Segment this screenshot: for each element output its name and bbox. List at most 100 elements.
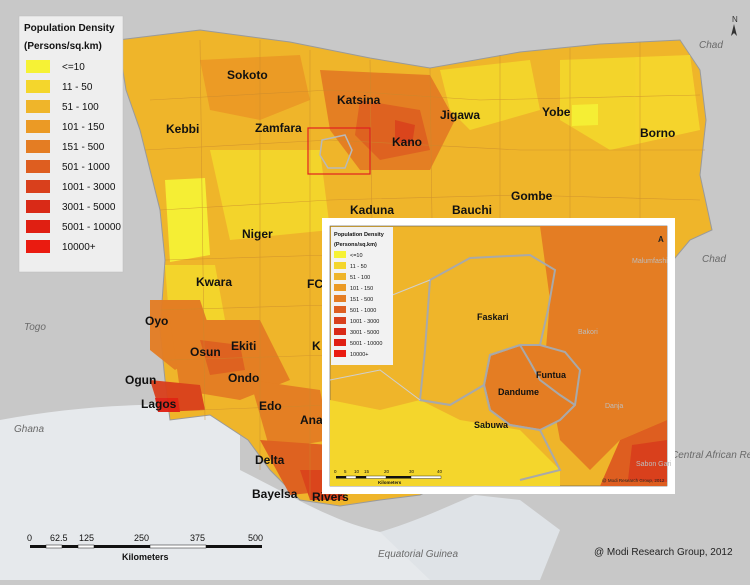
inset-scale-segment: [365, 475, 387, 479]
inset-north-label: A: [658, 235, 664, 244]
inset-scale-segment: [356, 476, 366, 479]
scale-segment: [94, 545, 150, 548]
inset-legend-title: Population Density: [334, 232, 385, 238]
legend-title: Population Density: [24, 23, 115, 34]
inset-map: Faskari Funtua Dandume Sabuwa Malumfashi…: [322, 218, 675, 494]
inset-legend-swatch: [334, 328, 346, 335]
inset-legend-rows: <=10 11 - 50 51 - 100 101 - 150 151 - 500 501…: [334, 251, 382, 358]
scale-tick: 62.5: [50, 533, 68, 543]
inset-legend-swatch: [334, 350, 346, 357]
country-label: Ghana: [14, 424, 44, 435]
scale-segment: [62, 545, 78, 548]
inset-scale-segment: [386, 476, 411, 479]
scale-bar: 0 62.5 125 250 375 500 Kilometers: [27, 533, 263, 562]
scale-tick: 125: [79, 533, 94, 543]
legend-swatch: [26, 100, 50, 113]
north-arrow-icon: N: [731, 15, 738, 36]
inset-legend-label: 501 - 1000: [350, 308, 376, 314]
legend-label: 501 - 1000: [62, 162, 110, 173]
state-label: Zamfara: [255, 121, 302, 135]
inset-north-arrow-icon: A: [658, 235, 664, 244]
legend-label: 5001 - 10000: [62, 222, 121, 233]
inset-scale-tick: 15: [364, 469, 370, 474]
legend-label: <=10: [62, 62, 85, 73]
inset-legend-label: 51 - 100: [350, 275, 370, 281]
inset-legend-swatch: [334, 317, 346, 324]
legend-swatch: [26, 160, 50, 173]
state-label: Bayelsa: [252, 487, 298, 501]
legend-swatch: [26, 180, 50, 193]
inset-scale-tick: 40: [437, 469, 443, 474]
state-label: Edo: [259, 399, 282, 413]
inset-place-label: Dandume: [498, 387, 539, 397]
inset-faint-label: Danja: [605, 403, 623, 410]
district-boundaries: [144, 39, 705, 500]
legend-swatch: [26, 60, 50, 73]
inset-legend-swatch: [334, 295, 346, 302]
inset-legend-label: 5001 - 10000: [350, 341, 382, 347]
state-label: Katsina: [337, 93, 381, 107]
inset-scale-tick: 30: [409, 469, 415, 474]
inset-legend-label: 151 - 500: [350, 297, 373, 303]
country-label: Chad: [699, 40, 723, 51]
inset-legend-swatch: [334, 251, 346, 258]
sea-water: [0, 404, 460, 580]
inset-scale-tick: 5: [344, 469, 347, 474]
state-label: Kaduna: [350, 203, 394, 217]
legend-swatch: [26, 220, 50, 233]
inset-legend-label: 3001 - 5000: [350, 330, 379, 336]
state-label: Bauchi: [452, 203, 492, 217]
state-label: Lagos: [141, 397, 177, 411]
state-label: FC: [307, 277, 323, 291]
state-label: Oyo: [145, 314, 168, 328]
scale-unit: Kilometers: [122, 552, 169, 562]
inset-place-label: Sabuwa: [474, 420, 509, 430]
legend-swatch: [26, 240, 50, 253]
inset-district-sabuwa: [419, 383, 562, 481]
state-label: Delta: [255, 453, 285, 467]
inset-legend-label: 1001 - 3000: [350, 319, 379, 325]
state-label: Kano: [392, 135, 422, 149]
state-label: Ekiti: [231, 339, 256, 353]
legend-label: 11 - 50: [62, 82, 93, 93]
state-labels: Sokoto Katsina Jigawa Yobe Borno Kebbi Z…: [125, 68, 675, 504]
legend-label: 3001 - 5000: [62, 202, 116, 213]
inset-legend-swatch: [334, 262, 346, 269]
north-label: N: [732, 15, 738, 24]
country-label: Togo: [24, 322, 46, 333]
legend-swatch: [26, 140, 50, 153]
inset-place-label: Faskari: [477, 312, 509, 322]
inset-faint-label: Bakori: [578, 329, 598, 336]
scale-segment: [30, 545, 46, 548]
legend-subtitle: (Persons/sq.km): [24, 41, 102, 52]
state-label: Ondo: [228, 371, 259, 385]
state-label: Osun: [190, 345, 221, 359]
scale-tick: 375: [190, 533, 205, 543]
inset-legend-label: 101 - 150: [350, 286, 373, 292]
state-label: Kebbi: [166, 122, 199, 136]
legend-swatch: [26, 200, 50, 213]
inset-scale-segment: [336, 476, 346, 479]
inset-legend-swatch: [334, 306, 346, 313]
inset-legend-label: 11 - 50: [350, 264, 367, 270]
inset-patch: [628, 440, 667, 482]
country-label: Equatorial Guinea: [378, 549, 458, 560]
inset-faint-label: Sabon Gari: [636, 461, 672, 468]
inset-legend-subtitle: (Persons/sq.km): [334, 242, 377, 248]
state-label: Gombe: [511, 189, 553, 203]
inset-boundary: [329, 369, 421, 401]
legend-rows: <=10 11 - 50 51 - 100 101 - 150 151 - 500 501…: [26, 60, 121, 253]
inset-legend-swatch: [334, 339, 346, 346]
inset-scale-bar: 0 5 10 15 20 30 40 Kilometers: [334, 469, 443, 485]
legend-label: 10000+: [62, 242, 96, 253]
country-label: Chad: [702, 254, 726, 265]
scale-tick: 250: [134, 533, 149, 543]
inset-legend-label: <=10: [350, 253, 363, 259]
inset-scale-tick: 20: [384, 469, 390, 474]
scale-segment: [149, 544, 207, 549]
scale-segment: [45, 544, 63, 549]
state-label: Ana: [300, 413, 323, 427]
state-label: Niger: [242, 227, 273, 241]
inset-scale-segment: [345, 475, 357, 479]
